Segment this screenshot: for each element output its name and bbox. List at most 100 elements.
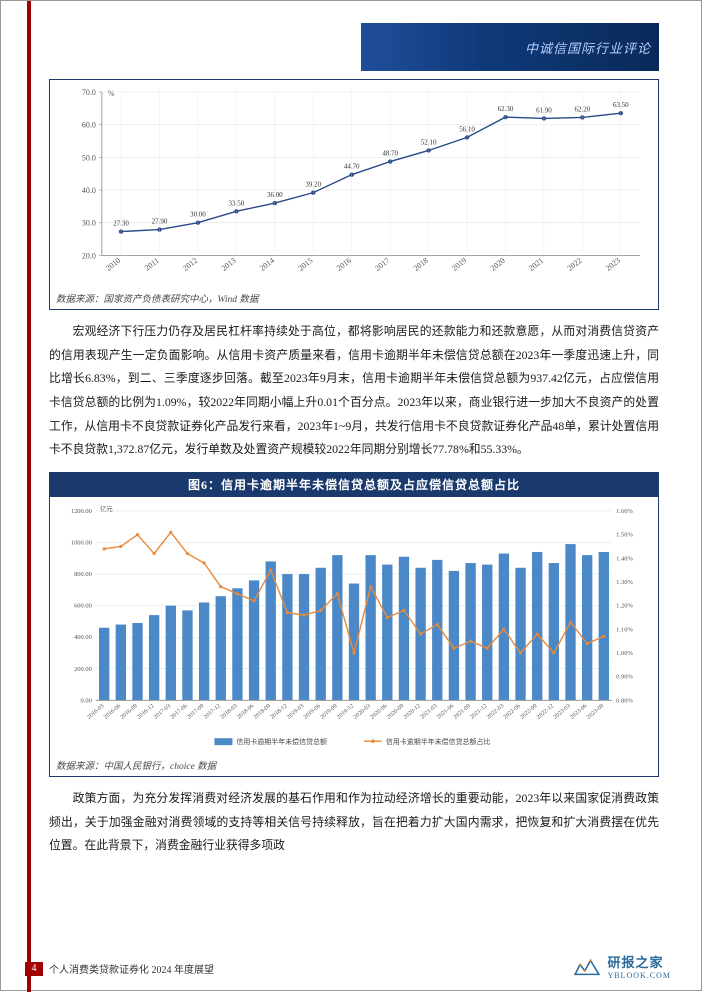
svg-text:2011: 2011 xyxy=(143,256,161,273)
svg-text:33.50: 33.50 xyxy=(229,199,245,207)
svg-text:0.90%: 0.90% xyxy=(616,674,633,681)
svg-text:2019-12: 2019-12 xyxy=(336,703,355,720)
svg-text:2018: 2018 xyxy=(412,256,430,273)
svg-text:0.00: 0.00 xyxy=(81,697,92,704)
svg-text:1200.00: 1200.00 xyxy=(71,508,92,515)
svg-text:2023-09: 2023-09 xyxy=(586,703,605,720)
svg-text:2017: 2017 xyxy=(373,256,391,273)
svg-text:亿元: 亿元 xyxy=(100,504,113,513)
watermark: 研报之家 YBLOOK.COM xyxy=(573,952,671,980)
svg-text:800.00: 800.00 xyxy=(74,571,92,578)
svg-text:2018-09: 2018-09 xyxy=(253,703,272,720)
svg-text:39.20: 39.20 xyxy=(305,181,321,189)
svg-text:1.60%: 1.60% xyxy=(616,508,633,515)
svg-text:400.00: 400.00 xyxy=(74,634,92,641)
svg-text:1.00%: 1.00% xyxy=(616,650,633,657)
svg-text:20.0: 20.0 xyxy=(82,251,96,260)
svg-text:2018-12: 2018-12 xyxy=(270,703,289,720)
svg-text:2021-03: 2021-03 xyxy=(419,703,438,720)
header-brand-band: 中诚信国际行业评论 xyxy=(361,23,659,71)
svg-text:2016: 2016 xyxy=(335,256,353,273)
svg-text:50.0: 50.0 xyxy=(82,153,96,162)
svg-text:2019-06: 2019-06 xyxy=(303,703,322,720)
chart1-caption: 数据来源：国家资产负债表研究中心，Wind 数据 xyxy=(50,289,658,309)
svg-text:2016-12: 2016-12 xyxy=(136,703,155,720)
svg-text:信用卡逾期半年未偿信贷总额占比: 信用卡逾期半年未偿信贷总额占比 xyxy=(386,737,491,746)
svg-text:2021-09: 2021-09 xyxy=(453,703,472,720)
header-brand-text: 中诚信国际行业评论 xyxy=(525,38,651,57)
svg-text:56.10: 56.10 xyxy=(459,125,475,133)
svg-text:44.70: 44.70 xyxy=(344,163,360,171)
svg-text:70.0: 70.0 xyxy=(82,88,96,97)
svg-text:1.40%: 1.40% xyxy=(616,555,633,562)
svg-text:2014: 2014 xyxy=(258,256,276,273)
svg-text:2019: 2019 xyxy=(450,256,468,273)
svg-text:1.10%: 1.10% xyxy=(616,626,633,633)
svg-text:2017-09: 2017-09 xyxy=(186,703,205,720)
svg-text:48.70: 48.70 xyxy=(382,150,398,158)
svg-text:1.20%: 1.20% xyxy=(616,602,633,609)
svg-text:1.30%: 1.30% xyxy=(616,579,633,586)
page-container: 中诚信国际行业评论 % 20.0 30.0 40.0 50.0 60.0 70.0 27.30… xyxy=(0,0,702,991)
svg-text:2022-12: 2022-12 xyxy=(536,703,555,720)
svg-text:27.30: 27.30 xyxy=(113,220,129,228)
svg-text:2022: 2022 xyxy=(566,256,584,273)
body-para-2: 政策方面，为充分发挥消费对经济发展的基石作用和作为拉动经济增长的重要动能，202… xyxy=(49,787,659,858)
svg-text:60.0: 60.0 xyxy=(82,121,96,130)
svg-text:2022-06: 2022-06 xyxy=(503,703,522,720)
watermark-text: 研报之家 YBLOOK.COM xyxy=(607,952,671,980)
svg-text:63.50: 63.50 xyxy=(613,101,629,109)
svg-text:2017-06: 2017-06 xyxy=(170,703,189,720)
svg-text:2020-12: 2020-12 xyxy=(403,703,422,720)
svg-text:2021-12: 2021-12 xyxy=(469,703,488,720)
svg-text:62.30: 62.30 xyxy=(498,105,514,113)
svg-text:2010: 2010 xyxy=(104,256,122,273)
svg-text:36.00: 36.00 xyxy=(267,191,283,199)
chart2-frame: 亿元 0.00 200.00 400.00 600.00 800.00 1000.00 120… xyxy=(49,497,659,777)
figure6-title-text: 图6：信用卡逾期半年未偿信贷总额及占应偿信贷总额占比 xyxy=(188,478,520,492)
svg-text:2018-03: 2018-03 xyxy=(220,703,239,720)
page-footer: 4 个人消费类贷款证券化 2024 年度展望 xyxy=(25,961,214,976)
chart2-caption: 数据来源：中国人民银行，choice 数据 xyxy=(50,756,658,776)
svg-text:2017-12: 2017-12 xyxy=(203,703,222,720)
svg-text:2015: 2015 xyxy=(296,256,314,273)
chart1-svg: % 20.0 30.0 40.0 50.0 60.0 70.0 27.30 2010 27.90 2… xyxy=(50,80,658,289)
figure6-title-bar: 图6：信用卡逾期半年未偿信贷总额及占应偿信贷总额占比 xyxy=(49,472,659,497)
svg-text:2019-09: 2019-09 xyxy=(320,703,339,720)
svg-text:2022-03: 2022-03 xyxy=(486,703,505,720)
svg-text:1.50%: 1.50% xyxy=(616,531,633,538)
chart2-svg: 亿元 0.00 200.00 400.00 600.00 800.00 1000.00 120… xyxy=(50,497,658,756)
footer-page-number: 4 xyxy=(25,962,43,976)
svg-text:2017-03: 2017-03 xyxy=(153,703,172,720)
body-para-1: 宏观经济下行压力仍存及居民杠杆率持续处于高位，都将影响居民的还款能力和还款意愿，… xyxy=(49,320,659,462)
svg-text:信用卡逾期半年未偿信贷总额: 信用卡逾期半年未偿信贷总额 xyxy=(236,737,327,746)
svg-text:2022-09: 2022-09 xyxy=(519,703,538,720)
svg-text:62.20: 62.20 xyxy=(575,105,591,113)
svg-text:2020-09: 2020-09 xyxy=(386,703,405,720)
left-margin-bar xyxy=(27,1,31,992)
svg-text:2023-03: 2023-03 xyxy=(553,703,572,720)
svg-text:2020-06: 2020-06 xyxy=(369,703,388,720)
svg-text:%: % xyxy=(108,89,115,98)
svg-text:2023: 2023 xyxy=(604,256,622,273)
svg-text:200.00: 200.00 xyxy=(74,666,92,673)
svg-text:2019-03: 2019-03 xyxy=(286,703,305,720)
svg-text:2016-09: 2016-09 xyxy=(120,703,139,720)
svg-text:27.90: 27.90 xyxy=(152,218,168,226)
svg-text:2021: 2021 xyxy=(527,256,545,273)
svg-text:2020: 2020 xyxy=(489,256,507,273)
svg-text:30.0: 30.0 xyxy=(82,219,96,228)
watermark-name-cn: 研报之家 xyxy=(607,952,671,971)
chart1-frame: % 20.0 30.0 40.0 50.0 60.0 70.0 27.30 2010 27.90 2… xyxy=(49,79,659,310)
svg-text:2013: 2013 xyxy=(220,256,238,273)
footer-doc-title: 个人消费类贷款证券化 2024 年度展望 xyxy=(49,961,214,976)
svg-text:2016-06: 2016-06 xyxy=(103,703,122,720)
svg-text:2020-03: 2020-03 xyxy=(353,703,372,720)
svg-text:61.90: 61.90 xyxy=(536,106,552,114)
svg-text:52.10: 52.10 xyxy=(421,138,437,146)
svg-text:2018-06: 2018-06 xyxy=(236,703,255,720)
svg-text:600.00: 600.00 xyxy=(74,602,92,609)
svg-text:1000.00: 1000.00 xyxy=(71,539,92,546)
svg-text:40.0: 40.0 xyxy=(82,186,96,195)
svg-text:2012: 2012 xyxy=(181,256,199,273)
